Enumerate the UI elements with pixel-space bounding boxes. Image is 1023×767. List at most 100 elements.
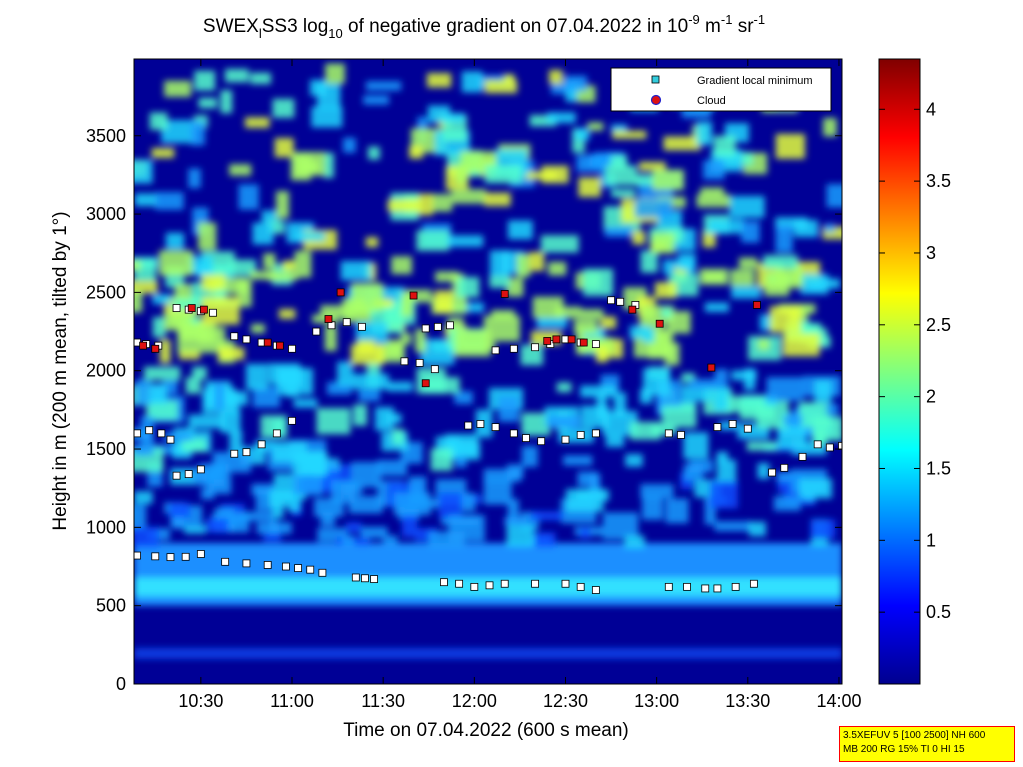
plot-area (134, 59, 842, 684)
colorbar-tick-label: 3 (926, 243, 936, 263)
heatmap-cell (320, 305, 356, 317)
gradient-minimum-point (825, 443, 834, 452)
legend: Gradient local minimum Cloud (610, 67, 832, 112)
heatmap-cell (311, 106, 343, 128)
gradient-minimum-point (561, 435, 570, 444)
heatmap-cell (278, 308, 296, 319)
cloud-point (199, 305, 208, 314)
heatmap-cell (365, 81, 402, 91)
heatmap-cell (351, 282, 384, 311)
gradient-minimum-point (522, 434, 530, 442)
cloud-point (409, 291, 418, 300)
heatmap-cell (309, 79, 327, 96)
heatmap-cell (758, 338, 770, 350)
cloud-point (567, 335, 576, 344)
heatmap-cell (294, 250, 312, 278)
heatmap-cell (775, 224, 793, 253)
heatmap-cell (577, 471, 598, 487)
gradient-minimum-point (591, 429, 600, 438)
heatmap-cell (484, 192, 511, 207)
heatmap-cell (197, 222, 217, 251)
heatmap-cell (323, 152, 334, 179)
y-tick-label: 0 (116, 674, 126, 694)
cloud-point (655, 319, 664, 328)
heatmap-cell (214, 382, 225, 410)
heatmap-cell (484, 79, 518, 94)
heatmap-cell (578, 177, 601, 198)
heatmap-cell (506, 277, 524, 297)
gradient-minimum-point (181, 552, 190, 561)
gradient-minimum-point (421, 324, 430, 333)
heatmap-cell (580, 405, 610, 428)
heatmap-cell (565, 488, 604, 512)
heatmap-cell (348, 495, 383, 514)
heatmap-cell (377, 459, 408, 476)
heatmap-cell (730, 269, 755, 287)
heatmap-cell (516, 254, 531, 278)
heatmap-cell (190, 120, 205, 146)
heatmap-cell (651, 424, 677, 436)
heatmap-cell (521, 412, 551, 436)
gradient-minimum-point (209, 308, 217, 317)
cloud-point (552, 335, 561, 344)
heatmap-cell (713, 135, 736, 157)
heatmap-cell (188, 414, 226, 429)
heatmap-cell (624, 535, 645, 549)
heatmap-cell (640, 250, 658, 273)
heatmap-cell (165, 232, 185, 250)
heatmap-cell (237, 279, 252, 307)
heatmap-cell (714, 521, 752, 532)
gradient-minimum-point (288, 344, 296, 353)
heatmap-cell (746, 441, 777, 451)
heatmap-cell (148, 384, 168, 404)
heatmap-cell (263, 253, 276, 270)
heatmap-cell (295, 231, 325, 241)
x-axis-ticks: 10:30 11:00 11:30 12:00 12:30 13:00 13:30 14:00 (178, 59, 861, 711)
heatmap-cell (555, 306, 582, 319)
heatmap-cell (454, 391, 473, 405)
plot-frame (133, 58, 843, 685)
heatmap-cell (461, 71, 483, 93)
gradient-minimum-point (576, 431, 585, 439)
heatmap-cell (272, 98, 295, 118)
heatmap-cell (665, 498, 689, 524)
heatmap-cell (400, 332, 412, 345)
heatmap-cell (699, 268, 729, 285)
cloud-point (336, 288, 345, 297)
cloud-point (275, 341, 284, 350)
heatmap-cell (187, 255, 213, 275)
heatmap-cell (775, 133, 806, 159)
heatmap-cell (163, 432, 193, 442)
heatmap-cell (261, 210, 279, 224)
heatmap-cell (766, 377, 804, 401)
heatmap-cell (704, 499, 716, 525)
gradient-minimum-point (780, 463, 789, 472)
heatmap-cell (531, 511, 564, 521)
heatmap-cell (491, 309, 515, 320)
x-tick-label: 12:30 (543, 691, 588, 711)
legend-cloud-marker (650, 94, 662, 106)
x-tick-label: 13:00 (634, 691, 679, 711)
heatmap-cell (704, 302, 729, 312)
heatmap-cell (229, 430, 243, 456)
gradient-minimum-point (476, 420, 485, 428)
heatmap-cell (220, 452, 251, 473)
heatmap-cell (252, 385, 280, 408)
heatmap-cell (330, 480, 356, 504)
x-tick-label: 11:30 (361, 691, 405, 711)
heatmap-cell (713, 387, 730, 411)
heatmap-cell (583, 268, 614, 297)
gradient-minimum-point (145, 426, 154, 435)
heatmap-cell (563, 455, 593, 466)
heatmap-cell (782, 333, 820, 357)
y-tick-label: 500 (96, 596, 126, 616)
heatmap-cell (683, 432, 709, 460)
heatmap-cell (356, 340, 375, 355)
y-tick-label: 2000 (86, 361, 126, 381)
heatmap-cell (152, 317, 166, 338)
gradient-minimum-point (798, 452, 807, 461)
heatmap-cell (214, 279, 227, 305)
gradient-minimum-point (157, 429, 166, 438)
gradient-minimum-point (509, 429, 518, 438)
heatmap-cell (430, 448, 453, 471)
